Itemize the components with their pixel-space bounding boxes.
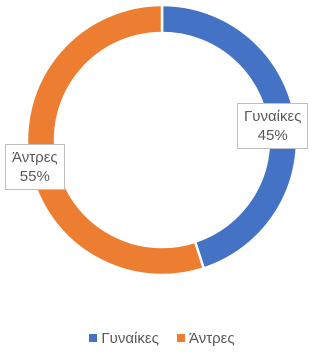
data-label-men-category: Άντρες <box>12 149 58 166</box>
legend-swatch-women <box>89 334 98 342</box>
donut-slice-men <box>25 3 206 277</box>
legend-item-men: Άντρες <box>176 330 235 347</box>
data-label-men: Άντρες 55% <box>5 144 65 190</box>
data-label-women-category: Γυναίκες <box>244 108 302 125</box>
legend-label-women: Γυναίκες <box>101 330 159 347</box>
legend-label-men: Άντρες <box>188 330 235 347</box>
chart-legend: Γυναίκες Άντρες <box>0 330 324 347</box>
legend-swatch-men <box>176 334 185 342</box>
data-label-women-value: 45% <box>257 127 288 144</box>
legend-item-women: Γυναίκες <box>89 330 159 347</box>
data-label-women: Γυναίκες 45% <box>237 103 309 149</box>
data-label-men-value: 55% <box>19 168 50 185</box>
